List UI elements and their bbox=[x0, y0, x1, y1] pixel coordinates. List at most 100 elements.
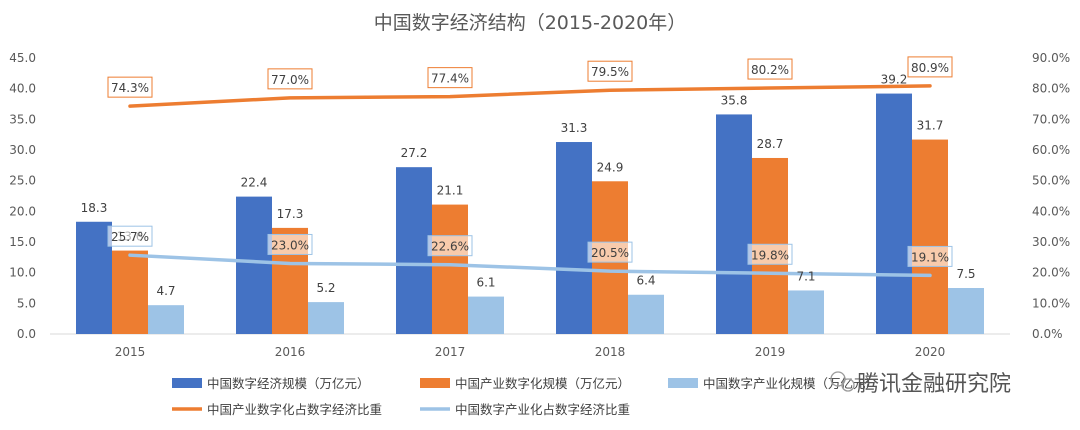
line-data-label: 19.8% bbox=[751, 248, 789, 262]
bar-data-label: 21.1 bbox=[437, 184, 464, 198]
legend-swatch bbox=[668, 378, 698, 388]
line-data-label-box bbox=[747, 243, 793, 265]
lines bbox=[128, 84, 932, 278]
y-right-tick-label: 20.0% bbox=[1032, 266, 1070, 280]
bar-data-label: 24.9 bbox=[597, 160, 624, 174]
bar-data-label: 18.3 bbox=[81, 201, 108, 215]
y-right-tick-label: 30.0% bbox=[1032, 235, 1070, 249]
legend-label: 中国数字经济规模（万亿元） bbox=[207, 376, 370, 391]
bar bbox=[308, 302, 344, 334]
bar-data-label: 7.1 bbox=[796, 269, 815, 283]
line-data-label-box bbox=[107, 225, 153, 247]
bar-data-label: 6.1 bbox=[476, 276, 495, 290]
line-data-label-box bbox=[587, 241, 633, 263]
bar bbox=[112, 250, 148, 334]
line-data-label-box bbox=[427, 235, 473, 257]
bar bbox=[556, 142, 592, 334]
bar-data-label: 39.2 bbox=[881, 73, 908, 87]
line-data-label-box bbox=[907, 245, 953, 267]
line-data-label: 80.2% bbox=[751, 63, 789, 77]
y-left-tick-label: 10.0 bbox=[9, 266, 36, 280]
bar bbox=[948, 288, 984, 334]
legend-swatch bbox=[420, 378, 450, 388]
bar bbox=[876, 93, 912, 334]
watermark-text: 腾讯金融研究院 bbox=[857, 372, 1011, 397]
y-right-tick-label: 60.0% bbox=[1032, 143, 1070, 157]
line-data-label: 23.0% bbox=[271, 238, 309, 252]
bar-data-label: 31.3 bbox=[561, 121, 588, 135]
legend-label: 中国产业数字化占数字经济比重 bbox=[207, 402, 382, 417]
y-right-tick-label: 90.0% bbox=[1032, 51, 1070, 65]
line-data-label: 74.3% bbox=[111, 81, 149, 95]
y-left-tick-label: 0.0 bbox=[17, 327, 36, 341]
line-data-label: 77.0% bbox=[271, 73, 309, 87]
bar bbox=[912, 139, 948, 334]
bar bbox=[716, 114, 752, 334]
line-data-label: 25.7% bbox=[111, 230, 149, 244]
line-data-label-box bbox=[107, 76, 153, 98]
bar-data-label: 5.2 bbox=[316, 281, 335, 295]
y-right-tick-label: 0.0% bbox=[1032, 327, 1063, 341]
legend-label: 中国产业数字化规模（万亿元） bbox=[455, 376, 630, 391]
legend-label: 中国数字产业化占数字经济比重 bbox=[455, 402, 630, 417]
bars bbox=[76, 93, 984, 334]
y-right-tick-label: 50.0% bbox=[1032, 174, 1070, 188]
x-tick-label: 2018 bbox=[595, 345, 626, 359]
y-right-tick-label: 40.0% bbox=[1032, 204, 1070, 218]
bar-data-label: 28.7 bbox=[757, 137, 784, 151]
y-left-tick-label: 5.0 bbox=[17, 296, 36, 310]
y-left-tick-label: 40.0 bbox=[9, 82, 36, 96]
bar bbox=[788, 290, 824, 334]
x-tick-label: 2016 bbox=[275, 345, 306, 359]
bar bbox=[76, 221, 112, 334]
series-line bbox=[128, 84, 932, 108]
y-left-tick-label: 30.0 bbox=[9, 143, 36, 157]
line-data-label-box bbox=[587, 60, 633, 82]
legend: 中国数字经济规模（万亿元） 中国产业数字化规模（万亿元） 中国数字产业化规模（万亿元… bbox=[172, 376, 878, 417]
y-left-tick-label: 25.0 bbox=[9, 174, 36, 188]
y-right-tick-label: 70.0% bbox=[1032, 112, 1070, 126]
bar bbox=[628, 294, 664, 334]
bar-data-label: 31.7 bbox=[917, 119, 944, 133]
y-left-tick-label: 15.0 bbox=[9, 235, 36, 249]
line-data-label-box bbox=[907, 56, 953, 78]
bar bbox=[432, 204, 468, 334]
legend-label: 中国数字产业化规模（万亿元） bbox=[703, 376, 878, 391]
x-tick-label: 2020 bbox=[915, 345, 946, 359]
bar bbox=[396, 167, 432, 334]
axes: 0.0 5.0 10.0 15.0 20.0 25.0 30.0 35.0 40.0 45.0 0.… bbox=[9, 51, 1070, 359]
line-data-label-box bbox=[267, 68, 313, 90]
line-data-label-box bbox=[267, 233, 313, 255]
bar-data-label: 22.4 bbox=[241, 176, 268, 190]
data-labels: 18.322.427.231.335.839.213.617.321.124.9… bbox=[81, 56, 976, 298]
bar bbox=[148, 305, 184, 334]
line-data-label: 80.9% bbox=[911, 61, 949, 75]
watermark: 腾讯金融研究院 bbox=[830, 371, 1011, 397]
series-line bbox=[128, 253, 932, 278]
bar bbox=[236, 196, 272, 334]
line-data-label: 79.5% bbox=[591, 65, 629, 79]
legend-swatch bbox=[172, 378, 202, 388]
y-right-tick-label: 10.0% bbox=[1032, 296, 1070, 310]
y-left-tick-label: 45.0 bbox=[9, 51, 36, 65]
bar-data-label: 17.3 bbox=[277, 207, 304, 221]
line-data-label: 77.4% bbox=[431, 72, 469, 86]
bar-data-label: 35.8 bbox=[721, 93, 748, 107]
bar-data-label: 27.2 bbox=[401, 146, 428, 160]
line-data-label: 19.1% bbox=[911, 250, 949, 264]
chart-title: 中国数字经济结构（2015-2020年） bbox=[374, 12, 687, 34]
y-left-tick-label: 20.0 bbox=[9, 204, 36, 218]
x-tick-label: 2015 bbox=[115, 345, 146, 359]
bar bbox=[468, 296, 504, 334]
y-left-tick-label: 35.0 bbox=[9, 112, 36, 126]
x-tick-label: 2017 bbox=[435, 345, 466, 359]
line-data-label: 20.5% bbox=[591, 246, 629, 260]
bar-data-label: 6.4 bbox=[636, 274, 655, 288]
y-right-tick-label: 80.0% bbox=[1032, 82, 1070, 96]
line-data-label-box bbox=[427, 67, 473, 89]
wechat-icon bbox=[830, 371, 855, 392]
line-data-label-box bbox=[747, 58, 793, 80]
bar-data-label: 4.7 bbox=[156, 284, 175, 298]
line-data-label: 22.6% bbox=[431, 240, 469, 254]
